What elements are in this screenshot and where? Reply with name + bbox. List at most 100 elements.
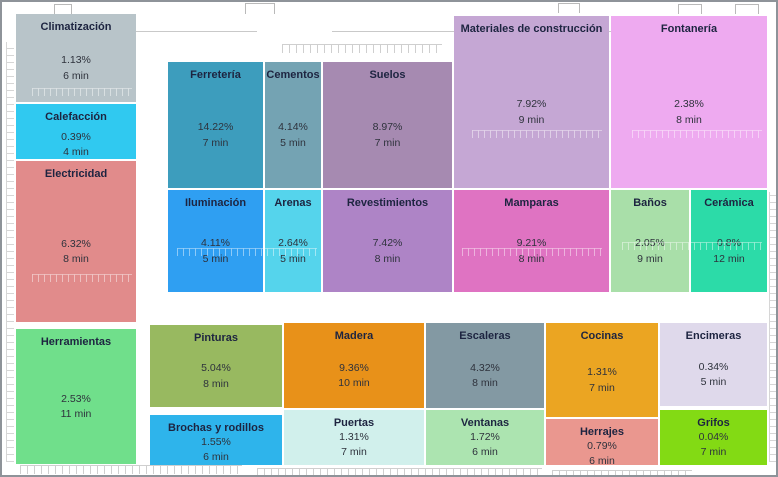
block-electricidad[interactable]: Electricidad 6.32% 8 min (16, 161, 136, 322)
block-ceramica[interactable]: Cerámica 0.8% 12 min (691, 190, 767, 292)
block-values: 2.38% 8 min (674, 36, 704, 184)
block-percent: 9.21% (516, 237, 547, 250)
block-arenas[interactable]: Arenas 2.64% 5 min (265, 190, 321, 292)
block-time: 9 min (637, 252, 663, 265)
block-values: 1.31% 7 min (587, 343, 617, 413)
block-pinturas[interactable]: Pinturas 5.04% 8 min (150, 325, 282, 407)
block-percent: 4.32% (470, 361, 500, 374)
block-title: Madera (334, 330, 374, 342)
block-time: 9 min (518, 113, 545, 126)
block-values: 0.34% 5 min (699, 343, 729, 402)
block-title: Climatización (40, 21, 112, 33)
block-time: 5 min (700, 376, 727, 389)
block-percent: 0.34% (698, 360, 729, 373)
block-iluminacion[interactable]: Iluminación 4.11% 5 min (168, 190, 263, 292)
floorplan-sketch-mark (735, 4, 759, 14)
floorplan-hatch (622, 242, 762, 250)
floorplan-hatch (552, 470, 692, 475)
block-values: 4.11% 5 min (201, 210, 230, 288)
block-values: 0.79% 6 min (587, 439, 617, 471)
block-encimeras[interactable]: Encimeras 0.34% 5 min (660, 323, 767, 406)
block-ferreteria[interactable]: Ferretería 14.22% 7 min (168, 62, 263, 188)
block-title: Escaleras (459, 330, 511, 342)
block-revestimientos[interactable]: Revestimientos 7.42% 8 min (323, 190, 452, 292)
block-percent: 1.55% (201, 435, 231, 448)
block-time: 7 min (700, 446, 727, 459)
block-values: 1.72% 6 min (470, 430, 500, 462)
floorplan-sketch-mark (558, 3, 580, 13)
block-title: Cocinas (580, 330, 624, 342)
block-time: 8 min (63, 253, 89, 266)
block-title: Encimeras (685, 330, 742, 342)
block-title: Materiales de construcción (460, 23, 603, 35)
floorplan-hatch (472, 130, 602, 138)
block-title: Suelos (369, 69, 406, 81)
block-calefaccion[interactable]: Calefacción 0.39% 4 min (16, 104, 136, 159)
block-percent: 2.64% (278, 237, 308, 250)
block-grifos[interactable]: Grifos 0.04% 7 min (660, 410, 767, 465)
block-title: Fontanería (660, 23, 718, 35)
floorplan-wall-line (332, 31, 532, 32)
block-percent: 0.39% (61, 130, 91, 143)
block-mamparas[interactable]: Mamparas 9.21% 8 min (454, 190, 609, 292)
block-time: 6 min (589, 455, 615, 468)
block-title: Ventanas (460, 417, 510, 429)
block-ventanas[interactable]: Ventanas 1.72% 6 min (426, 410, 544, 465)
block-madera[interactable]: Madera 9.36% 10 min (284, 323, 424, 408)
floorplan-hatch (177, 248, 317, 256)
block-percent: 5.04% (201, 362, 231, 375)
block-time: 5 min (280, 252, 306, 265)
block-brochas-y-rodillos[interactable]: Brochas y rodillos 1.55% 6 min (150, 415, 282, 465)
block-herrajes[interactable]: Herrajes 0.79% 6 min (546, 419, 658, 467)
block-values: 1.31% 7 min (339, 430, 369, 462)
block-materiales-construccion[interactable]: Materiales de construcción 7.92% 9 min (454, 16, 609, 188)
block-puertas[interactable]: Puertas 1.31% 7 min (284, 410, 424, 465)
block-percent: 0.04% (698, 430, 729, 443)
block-time: 8 min (518, 252, 545, 265)
block-time: 10 min (338, 377, 370, 390)
block-percent: 9.36% (339, 361, 369, 374)
block-percent: 1.13% (61, 54, 91, 67)
block-title: Grifos (697, 417, 730, 429)
block-suelos[interactable]: Suelos 8.97% 7 min (323, 62, 452, 188)
block-percent: 0.79% (587, 439, 617, 452)
block-values: 2.64% 5 min (278, 210, 308, 288)
block-time: 5 min (280, 136, 306, 149)
block-percent: 7.92% (516, 98, 547, 111)
block-values: 2.05% 9 min (635, 210, 665, 288)
block-title: Ferretería (190, 69, 241, 81)
block-title: Mamparas (504, 197, 559, 209)
block-fontaneria[interactable]: Fontanería 2.38% 8 min (611, 16, 767, 188)
floorplan-hatch (769, 192, 776, 462)
block-banos[interactable]: Baños 2.05% 9 min (611, 190, 689, 292)
floorplan-wall-line (82, 31, 257, 32)
block-time: 6 min (472, 446, 498, 459)
block-values: 2.53% 11 min (61, 349, 92, 460)
block-title: Brochas y rodillos (168, 422, 264, 434)
block-values: 0.8% 12 min (713, 210, 745, 288)
block-percent: 7.42% (372, 237, 403, 250)
floorplan-hatch (632, 130, 762, 138)
block-time: 8 min (472, 377, 498, 390)
block-percent: 1.31% (339, 430, 369, 443)
floorplan-hatch (32, 274, 132, 282)
block-escaleras[interactable]: Escaleras 4.32% 8 min (426, 323, 544, 408)
block-cocinas[interactable]: Cocinas 1.31% 7 min (546, 323, 658, 417)
floorplan-hatch (282, 44, 442, 53)
block-time: 7 min (341, 446, 367, 459)
block-title: Pinturas (193, 332, 238, 344)
block-title: Iluminación (184, 197, 247, 209)
block-values: 7.92% 9 min (517, 36, 547, 184)
block-climatizacion[interactable]: Climatización 1.13% 6 min (16, 14, 136, 102)
block-percent: 0.8% (717, 236, 741, 252)
floorplan-sketch-mark (54, 4, 72, 14)
floorplan-hatch (462, 248, 602, 256)
block-time: 6 min (63, 69, 89, 82)
block-cementos[interactable]: Cementos 4.14% 5 min (265, 62, 321, 188)
floorplan-hatch (32, 88, 132, 96)
block-percent: 14.22% (197, 121, 234, 134)
block-values: 9.36% 10 min (338, 343, 370, 404)
block-herramientas[interactable]: Herramientas 2.53% 11 min (16, 329, 136, 464)
block-title: Calefacción (45, 111, 107, 123)
